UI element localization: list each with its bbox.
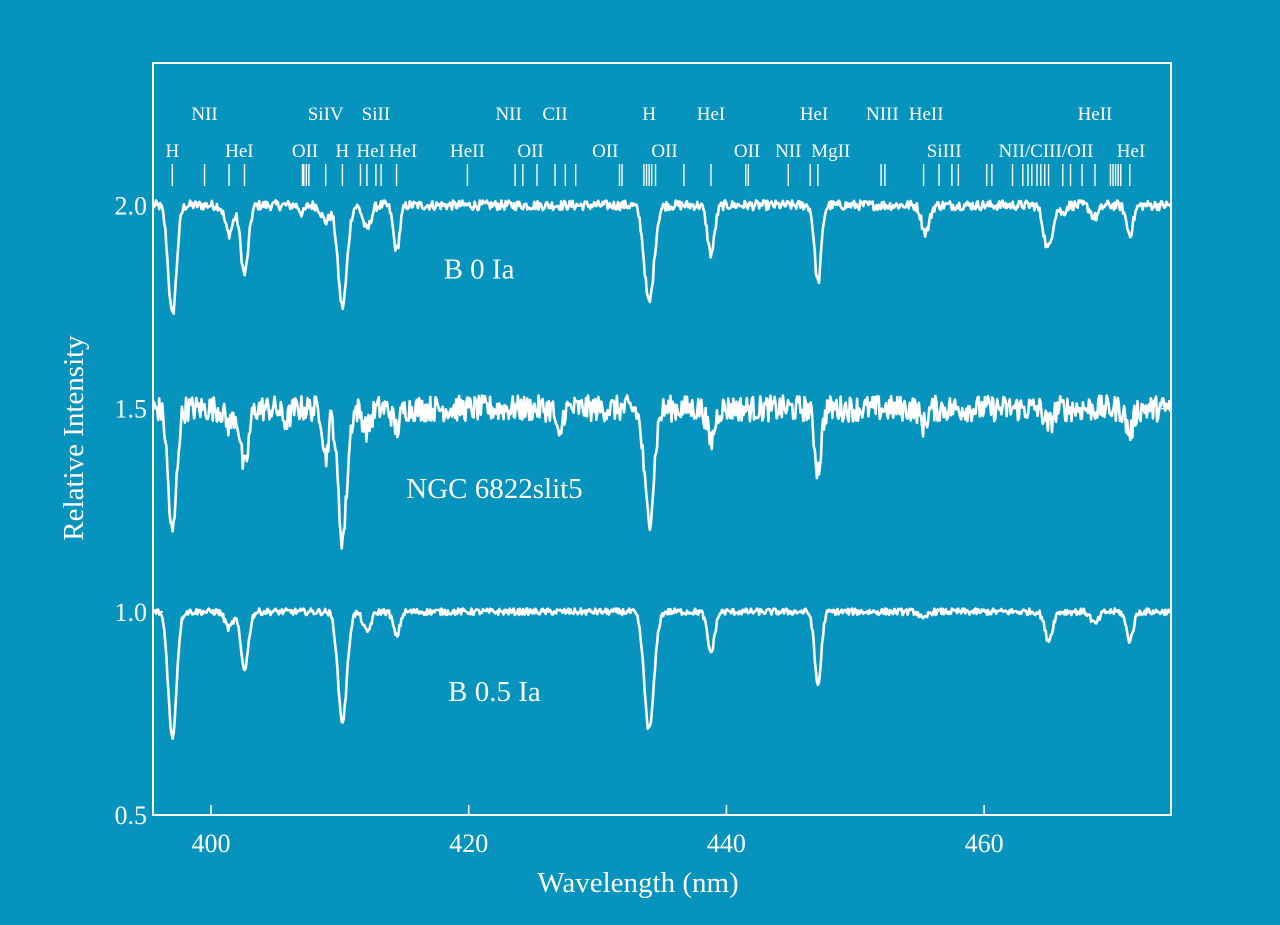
x-tick-label: 400 <box>191 829 230 858</box>
line-id-label: MgII <box>811 141 850 162</box>
line-id-label: NII/CIII/OII <box>999 141 1094 162</box>
line-id-label: SiIII <box>927 141 962 162</box>
series-label: NGC 6822slit5 <box>406 473 582 505</box>
line-id-label: OII <box>292 141 318 162</box>
line-id-label: H <box>165 141 179 162</box>
spectra: B 0 Ia NGC 6822slit5 B 0.5 Ia <box>151 199 1172 740</box>
line-id-label: H <box>336 141 350 162</box>
plot-frame <box>152 62 1172 816</box>
y-axis-title: Relative Intensity <box>58 335 90 541</box>
line-id-label: HeII <box>909 104 944 125</box>
series-label: B 0 Ia <box>444 253 515 285</box>
line-id-label: SiII <box>362 104 391 125</box>
line-id-label: OII <box>651 141 677 162</box>
line-id-label: HeI <box>389 141 417 162</box>
y-tick-label: 0.5 <box>115 801 148 830</box>
line-id-label: HeI <box>225 141 253 162</box>
y-tick-label: 1.0 <box>115 598 148 627</box>
x-axis: 400 420 440 460 <box>191 805 1004 858</box>
series-label: B 0.5 Ia <box>448 676 541 708</box>
line-id-label: NIII <box>866 104 899 125</box>
line-id-label: SiIV <box>308 104 344 125</box>
line-id-label: HeI <box>697 104 725 125</box>
x-tick-label: 440 <box>707 829 746 858</box>
line-id-label: OII <box>734 141 760 162</box>
line-id-label: HeII <box>1078 104 1113 125</box>
x-tick-label: 460 <box>965 829 1004 858</box>
line-markers <box>171 164 1131 186</box>
y-tick-label: 1.5 <box>115 395 148 424</box>
x-tick-label: 420 <box>449 829 488 858</box>
line-id-label: H <box>642 104 656 125</box>
line-id-label: NII <box>191 104 217 125</box>
line-id-label: HeI <box>1117 141 1145 162</box>
line-id-label: NII <box>495 104 521 125</box>
spectrum-line-1 <box>151 199 1172 315</box>
line-id-label: OII <box>517 141 543 162</box>
x-axis-title: Wavelength (nm) <box>537 867 738 899</box>
line-id-label: CII <box>542 104 567 125</box>
spectrum-line-2 <box>151 394 1172 550</box>
spectrum-line-3 <box>152 607 1172 740</box>
y-axis: 0.5 1.0 1.5 2.0 <box>115 191 1171 830</box>
y-tick-label: 2.0 <box>115 191 148 220</box>
line-id-label: HeI <box>357 141 385 162</box>
line-id-label: HeI <box>800 104 828 125</box>
line-id-label: OII <box>592 141 618 162</box>
line-id-label: HeII <box>450 141 485 162</box>
line-id-label: NII <box>775 141 801 162</box>
